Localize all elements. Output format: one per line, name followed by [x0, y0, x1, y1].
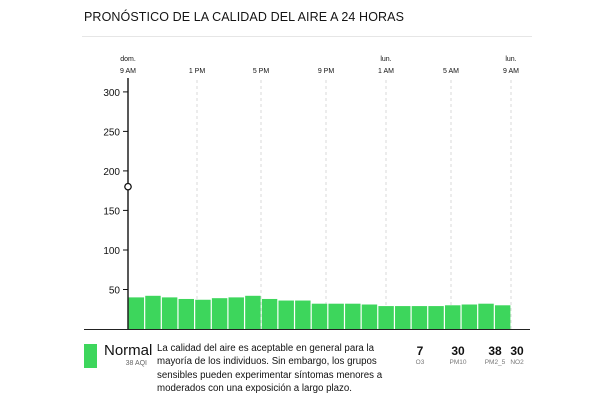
aqi-summary: Normal 38 AQI La calidad del aire es ace…: [84, 342, 534, 398]
status-color-swatch: [84, 344, 97, 368]
x-tick-label: 9 PM: [318, 68, 335, 75]
bar: [411, 306, 428, 329]
pollutant-name: NO2: [510, 359, 524, 366]
bar: [295, 300, 311, 329]
x-day-label: dom.: [120, 56, 136, 63]
bar: [461, 304, 478, 329]
chart-title: PRONÓSTICO DE LA CALIDAD DEL AIRE A 24 H…: [84, 10, 405, 24]
pollutant-no2: 30 NO2: [500, 344, 534, 366]
bar: [378, 306, 394, 329]
bar: [494, 305, 511, 329]
x-tick-label: 5 PM: [253, 68, 270, 75]
y-tick-label: 150: [103, 206, 120, 217]
pollutant-pm2-5: 38 PM2_5: [478, 344, 512, 366]
pollutant-name: PM2_5: [484, 359, 506, 366]
status-description: La calidad del aire es aceptable en gene…: [157, 343, 383, 394]
bar: [195, 299, 211, 329]
bar: [428, 306, 444, 329]
pollutant-pm10: 30 PM10: [441, 344, 475, 366]
pollutant-name: O3: [415, 359, 425, 366]
bar: [395, 306, 411, 329]
x-day-label: lun.: [505, 56, 516, 63]
bar: [478, 303, 494, 329]
y-tick-label: 250: [103, 127, 120, 138]
bar: [444, 305, 461, 329]
bar: [361, 304, 378, 329]
y-tick-label: 100: [103, 246, 120, 257]
bar: [328, 303, 344, 329]
bar: [178, 298, 195, 329]
y-tick-label: 300: [103, 88, 120, 99]
x-tick-label: 9 AM: [503, 68, 519, 75]
x-tick-label: 9 AM: [120, 68, 136, 75]
bar: [161, 297, 178, 329]
aqi-forecast-chart: 50 100 150 200 250 300 9 AM dom. 1 PM 5 PM 9 PM 1 A…: [84, 56, 530, 330]
bar: [228, 297, 244, 329]
bar: [145, 295, 161, 329]
bar: [245, 295, 261, 329]
pollutant-value: 30: [510, 344, 524, 358]
aqi-value: 38 AQI: [125, 360, 147, 367]
title-divider: [82, 36, 532, 37]
status-label: Normal: [104, 342, 153, 359]
x-day-label: lun.: [380, 56, 391, 63]
bar: [128, 297, 145, 329]
bar: [345, 303, 361, 329]
x-tick-label: 1 PM: [189, 68, 206, 75]
x-tick-label: 5 AM: [443, 68, 459, 75]
current-value-marker: [124, 182, 132, 191]
bar: [261, 298, 278, 329]
pollutant-name: PM10: [449, 359, 467, 366]
y-tick-label: 50: [109, 286, 121, 297]
y-tick-label: 200: [103, 167, 120, 178]
bar: [311, 303, 328, 329]
bar: [278, 300, 294, 329]
pollutant-o3: 7 O3: [403, 344, 437, 366]
x-tick-label: 1 AM: [378, 68, 394, 75]
pollutant-value: 38: [488, 344, 502, 358]
pollutant-value: 7: [416, 344, 424, 358]
pollutant-value: 30: [451, 344, 465, 358]
bar: [211, 298, 228, 329]
